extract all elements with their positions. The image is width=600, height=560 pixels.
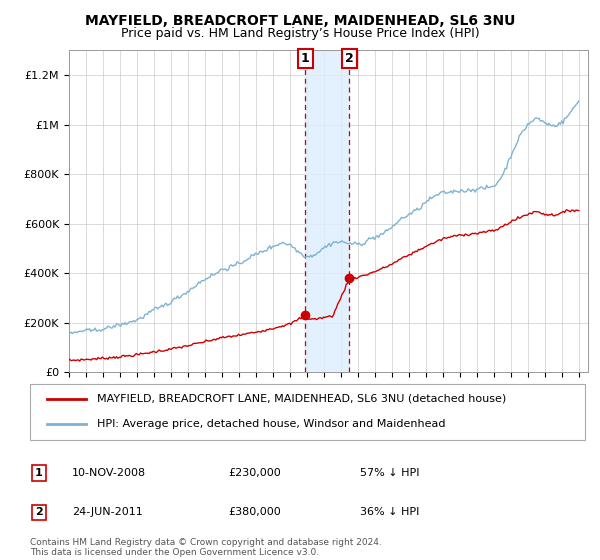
Text: Contains HM Land Registry data © Crown copyright and database right 2024.
This d: Contains HM Land Registry data © Crown c…: [30, 538, 382, 557]
Text: 10-NOV-2008: 10-NOV-2008: [72, 468, 146, 478]
Text: MAYFIELD, BREADCROFT LANE, MAIDENHEAD, SL6 3NU (detached house): MAYFIELD, BREADCROFT LANE, MAIDENHEAD, S…: [97, 394, 506, 404]
Text: Price paid vs. HM Land Registry’s House Price Index (HPI): Price paid vs. HM Land Registry’s House …: [121, 27, 479, 40]
Text: £230,000: £230,000: [228, 468, 281, 478]
Text: 36% ↓ HPI: 36% ↓ HPI: [360, 507, 419, 517]
Text: 2: 2: [344, 52, 353, 65]
Text: £380,000: £380,000: [228, 507, 281, 517]
Text: 1: 1: [301, 52, 310, 65]
Text: 1: 1: [35, 468, 43, 478]
FancyBboxPatch shape: [30, 384, 585, 440]
Text: 24-JUN-2011: 24-JUN-2011: [72, 507, 143, 517]
Bar: [305, 50, 349, 372]
Text: HPI: Average price, detached house, Windsor and Maidenhead: HPI: Average price, detached house, Wind…: [97, 419, 445, 430]
Text: 2: 2: [35, 507, 43, 517]
Text: 57% ↓ HPI: 57% ↓ HPI: [360, 468, 419, 478]
Text: MAYFIELD, BREADCROFT LANE, MAIDENHEAD, SL6 3NU: MAYFIELD, BREADCROFT LANE, MAIDENHEAD, S…: [85, 14, 515, 28]
